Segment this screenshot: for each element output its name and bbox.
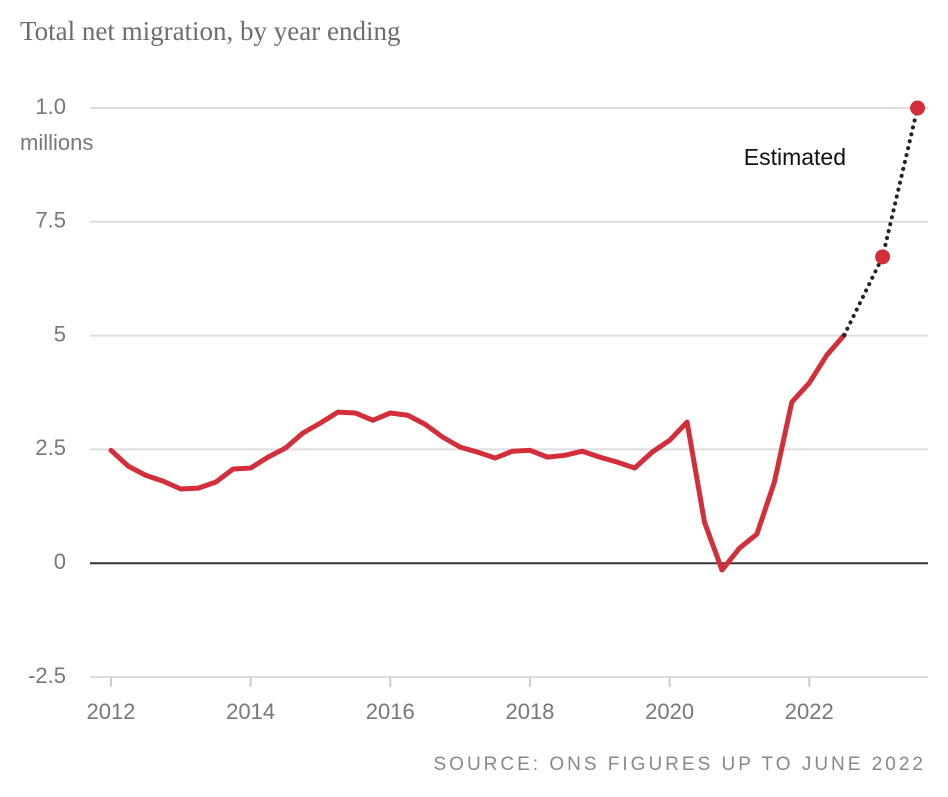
y-tick-label: 5: [54, 321, 66, 346]
plot: -2.5 0 2.5 5 7.5 1.0 2012 2014 2016 2018 2020 2022 E…: [28, 94, 928, 724]
x-tick-label: 2022: [785, 699, 834, 724]
source: SOURCE: ONS FIGURES UP TO JUNE 2022: [434, 754, 927, 775]
y-tick-label: 2.5: [35, 435, 66, 460]
x-tick-label: 2014: [226, 699, 275, 724]
data-line: [108, 332, 847, 573]
x-tick-label: 2018: [505, 699, 554, 724]
chart-title: Total net migration, by year ending: [20, 16, 401, 46]
y-tick-label: 7.5: [35, 208, 66, 233]
estimate-point: [910, 100, 926, 116]
y-tick-label: 0: [54, 549, 66, 574]
estimate-point: [875, 249, 891, 265]
y-tick-label: -2.5: [28, 663, 66, 688]
annotation: Estimated: [744, 144, 846, 170]
y-axis-label: millions: [20, 130, 93, 155]
y-tick-label: 1.0: [35, 94, 66, 119]
x-tick-label: 2020: [645, 699, 694, 724]
x-tick-label: 2016: [366, 699, 415, 724]
x-tick-label: 2012: [86, 699, 135, 724]
